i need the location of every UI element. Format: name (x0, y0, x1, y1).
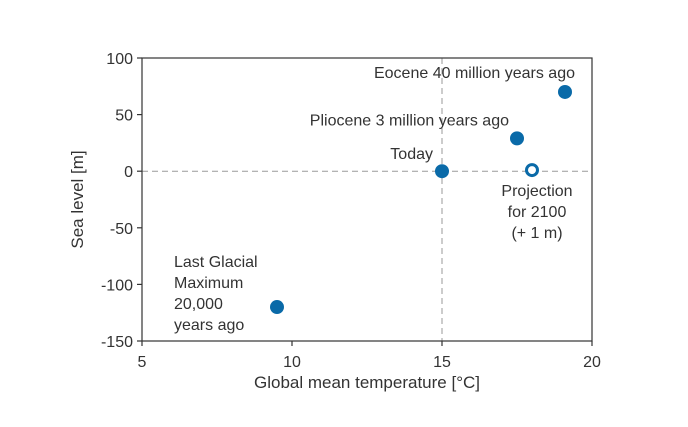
y-axis-ticks: 100 50 0 -50 -100 -150 (101, 51, 142, 351)
point-annotation: for 2100 (508, 204, 567, 221)
x-tick-label: 15 (433, 354, 451, 371)
data-point (270, 300, 284, 315)
x-tick-label: 10 (283, 354, 301, 371)
point-annotation: Projection (501, 183, 572, 200)
y-tick-label: -50 (110, 221, 133, 238)
y-axis-label: Sea level [m] (68, 150, 87, 248)
reference-lines (142, 58, 592, 341)
x-axis-label: Global mean temperature [°C] (254, 373, 480, 392)
projection-data-point (525, 163, 539, 178)
data-point (510, 131, 524, 146)
plot-area-frame (141, 57, 593, 342)
x-tick-label: 20 (583, 354, 601, 371)
point-annotation: Maximum (174, 275, 243, 292)
data-points (270, 84, 572, 315)
y-tick-label: -100 (101, 277, 133, 294)
point-annotation: (+ 1 m) (511, 225, 562, 242)
y-tick-label: 0 (124, 164, 133, 181)
point-annotation: Today (390, 146, 433, 163)
x-axis-ticks: 5 10 15 20 (138, 341, 601, 371)
data-point (435, 164, 449, 179)
y-tick-label: 100 (106, 51, 133, 68)
point-annotation: Eocene 40 million years ago (374, 65, 575, 82)
x-tick-label: 5 (138, 354, 147, 371)
point-annotation: Last Glacial (174, 254, 258, 271)
point-labels: Last Glacial Maximum 20,000 years ago Today P… (174, 65, 575, 334)
point-annotation: years ago (174, 317, 244, 334)
point-annotation: 20,000 (174, 296, 223, 313)
y-tick-label: -150 (101, 334, 133, 351)
data-point (558, 84, 572, 99)
point-annotation: Pliocene 3 million years ago (310, 112, 509, 129)
y-tick-label: 50 (115, 108, 133, 125)
